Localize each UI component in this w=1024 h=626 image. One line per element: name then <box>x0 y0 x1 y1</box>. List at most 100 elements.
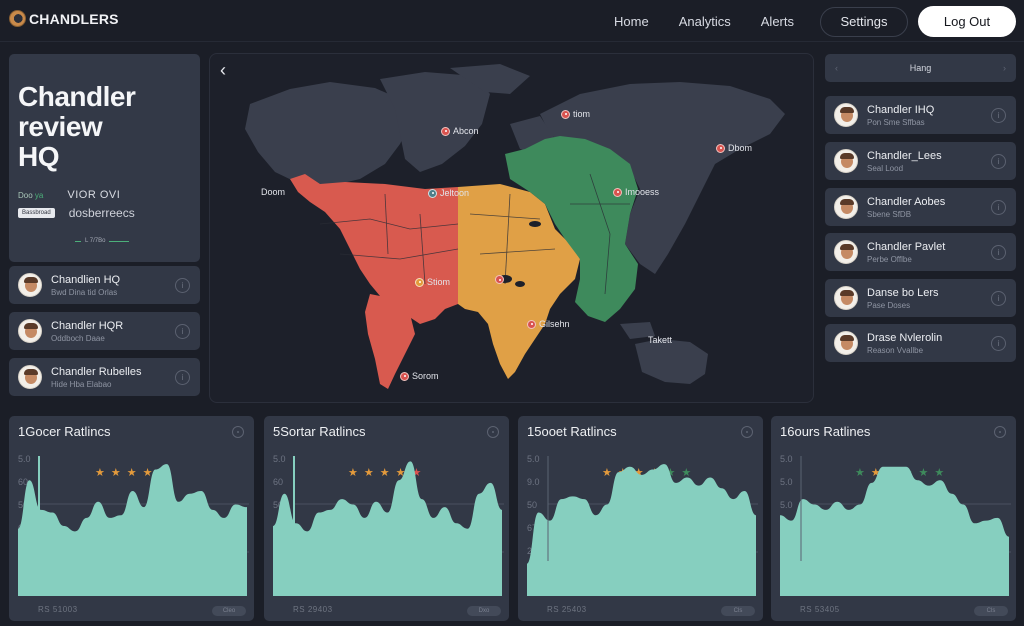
y-tick-label: 60 <box>18 477 29 487</box>
hero-card: Chandler review HQ Doo ya VIOR OVI Bassb… <box>9 54 200 262</box>
info-icon[interactable] <box>232 426 244 438</box>
map-pin[interactable]: Imooess <box>613 187 659 197</box>
chart-title: 16ours Ratlines <box>780 424 871 439</box>
star-icon: ★ <box>855 467 865 479</box>
chart-footer: RS 29403 <box>293 605 333 614</box>
pin-marker-icon <box>527 319 536 329</box>
chart-footer: RS 53405 <box>800 605 840 614</box>
info-icon[interactable] <box>487 426 499 438</box>
hero-chip[interactable]: Bassbroad <box>18 208 55 218</box>
list-item[interactable]: Chandler Rubelles Hide Hba Elabao i <box>9 358 200 396</box>
list-item-name: Drase Nvlerolin <box>867 331 943 344</box>
y-tick-label: 5.0 <box>780 477 793 487</box>
info-icon[interactable]: i <box>175 277 190 293</box>
map-pin[interactable]: Gilsehn <box>527 319 570 329</box>
world-map <box>245 64 785 389</box>
info-icon[interactable]: i <box>991 244 1006 260</box>
map-pin[interactable]: tiom <box>561 109 590 119</box>
pin-marker-icon <box>428 188 437 198</box>
star-icon: ★ <box>918 467 929 479</box>
info-icon[interactable] <box>994 426 1006 438</box>
pin-label: Jeltoon <box>440 188 470 198</box>
avatar <box>18 365 42 389</box>
map-pin[interactable]: Dbom <box>716 143 752 153</box>
top-navigation-bar: CHANDLERS Home Analytics Alerts Settings… <box>0 0 1024 42</box>
y-tick-label: 5.0 <box>18 454 31 464</box>
chart-toggle-button[interactable]: Cleo <box>212 606 246 616</box>
chart-toggle-button[interactable]: Cls <box>974 606 1008 616</box>
info-icon[interactable]: i <box>991 199 1006 215</box>
map-pin[interactable]: Jeltoon <box>428 188 469 198</box>
list-item[interactable]: Chandler IHQ Pon Sme Sffbas i <box>825 96 1016 134</box>
nav-analytics[interactable]: Analytics <box>678 14 731 29</box>
rating-chart-card: 5Sortar Ratlincs 5.060506050 ★★★★★ RS 29… <box>264 416 509 621</box>
map-pin[interactable]: Doom <box>261 187 285 197</box>
nav-home[interactable]: Home <box>614 14 649 29</box>
list-item-subtitle: Oddboch Daae <box>51 333 105 343</box>
rating-chart-card: 1Gocer Ratlincs 5.060506050 ★★★★★ RS 510… <box>9 416 254 621</box>
chevron-right-icon[interactable]: › <box>1002 63 1006 73</box>
stat-label-text: Doo <box>18 190 33 200</box>
chart-title: 1Gocer Ratlincs <box>18 424 111 439</box>
list-item[interactable]: Danse bo Lers Pase Doses i <box>825 279 1016 317</box>
star-icon: ★ <box>110 467 121 479</box>
map-pin[interactable]: Takett <box>648 335 672 345</box>
region-borders <box>319 173 630 295</box>
pin-label: tiom <box>573 109 591 119</box>
list-item[interactable]: Chandler_Lees Seal Lood i <box>825 142 1016 180</box>
map-pin[interactable]: Stiom <box>415 277 450 287</box>
info-icon[interactable]: i <box>175 369 190 385</box>
logout-button[interactable]: Log Out <box>918 6 1016 37</box>
y-tick-label: 50 <box>18 500 29 510</box>
pin-label: Takett <box>648 335 673 345</box>
back-arrow-icon[interactable]: ‹ <box>220 60 226 80</box>
hero-stat-value: VIOR OVI <box>67 189 121 201</box>
chevron-left-icon[interactable]: ‹ <box>835 63 838 73</box>
nav-alerts[interactable]: Alerts <box>760 14 794 29</box>
list-item[interactable]: Chandler HQR Oddboch Daae i <box>9 312 200 350</box>
list-item[interactable]: Chandler Aobes Sbene SfDB i <box>825 188 1016 226</box>
pin-label: Sorom <box>412 371 439 381</box>
avatar <box>18 319 42 343</box>
hero-footer: L 7/7Bo <box>75 238 130 244</box>
settings-button[interactable]: Settings <box>820 6 908 37</box>
pin-label: Stiom <box>427 277 451 287</box>
pin-marker-icon <box>400 371 409 381</box>
list-item[interactable]: Chandler Pavlet Perbe Offlbe i <box>825 233 1016 271</box>
hero-title-line: review <box>18 111 103 142</box>
green-divider <box>109 241 130 242</box>
pin-label: Doom <box>261 187 286 197</box>
chart-toggle-button[interactable]: Cls <box>721 606 755 616</box>
info-icon[interactable]: i <box>991 335 1006 351</box>
list-item-subtitle: Sbene SfDB <box>867 209 912 219</box>
info-icon[interactable]: i <box>991 290 1006 306</box>
list-item[interactable]: Chandlien HQ Bwd Dina tid Orlas i <box>9 266 200 304</box>
star-rating: ★ ★ ★ ★ ★ <box>348 468 421 479</box>
info-icon[interactable]: i <box>175 323 190 339</box>
chart-toggle-button[interactable]: Dxo <box>467 606 501 616</box>
map-pin[interactable] <box>495 275 504 284</box>
region-west <box>290 174 458 389</box>
pin-label: Imooess <box>625 187 660 197</box>
list-item-subtitle: Perbe Offlbe <box>867 254 912 264</box>
brand[interactable]: CHANDLERS <box>9 10 119 27</box>
y-tick-label: 50 <box>527 500 538 510</box>
rating-chart-card: 16ours Ratlines 5.05.05.0670.9 ★★★★★★ RS… <box>771 416 1016 621</box>
list-item-name: Chandler Aobes <box>867 195 946 208</box>
map-pin[interactable]: Abcon <box>441 126 479 136</box>
brand-name: CHANDLERS <box>29 10 119 27</box>
rating-chart-card: 15ooet Ratlincs 5.09.05067205 ★★★★★★ RS … <box>518 416 763 621</box>
avatar <box>834 149 858 173</box>
area-chart <box>780 456 1011 596</box>
map-pin[interactable]: Sorom <box>400 371 439 381</box>
info-icon[interactable] <box>741 426 753 438</box>
world-map-panel[interactable]: ‹ Abcon tiom Dbom Doom Jeltoon Imooess S… <box>209 53 814 403</box>
chart-footer: RS 51003 <box>38 605 78 614</box>
list-item[interactable]: Drase Nvlerolin Reason Vvallbe i <box>825 324 1016 362</box>
star-icon: ★ <box>870 467 881 479</box>
chart-footer: RS 25403 <box>547 605 587 614</box>
list-item-name: Chandler Rubelles <box>51 365 142 378</box>
info-icon[interactable]: i <box>991 107 1006 123</box>
info-icon[interactable]: i <box>991 153 1006 169</box>
hero-stat-row: Doo ya VIOR OVI <box>18 189 120 201</box>
